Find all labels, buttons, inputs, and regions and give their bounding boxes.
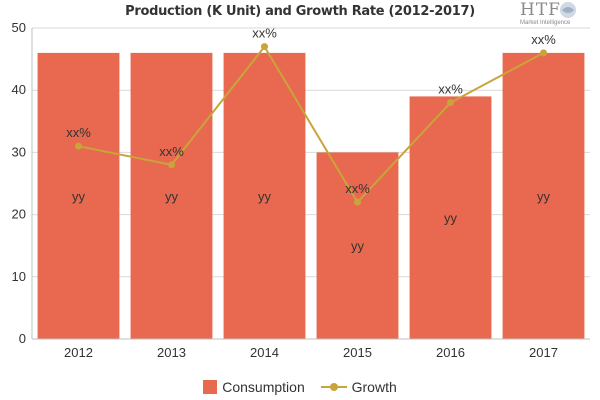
legend-item-growth[interactable]: Growth [320,379,397,395]
legend-item-consumption[interactable]: Consumption [203,379,305,395]
bar-label: yy [72,189,86,204]
bar-consumption-2014[interactable] [223,52,306,339]
y-tick-label: 50 [12,20,26,35]
growth-point-2015[interactable] [354,198,361,206]
growth-label: xx% [159,144,184,159]
x-tick-label: 2012 [64,345,93,360]
consumption-bars [37,52,585,339]
growth-labels: xx% xx% xx% xx% xx% xx% [66,26,556,197]
growth-label: xx% [438,82,463,97]
x-tick-label: 2013 [157,345,186,360]
htf-logo: HTF Market Intelligence [514,0,578,34]
bar-label: yy [165,189,179,204]
growth-line-path [78,44,544,204]
growth-point-2012[interactable] [75,142,82,150]
grid-lines [32,27,590,340]
x-tick-label: 2014 [250,345,279,360]
growth-line [75,43,547,206]
y-tick-label: 10 [12,269,26,284]
growth-label: xx% [345,181,370,196]
y-tick-label: 0 [19,331,26,346]
x-tick-label: 2016 [436,345,465,360]
x-tick-label: 2017 [529,345,558,360]
bar-label: yy [258,189,272,204]
growth-label: xx% [66,125,91,140]
x-axis: 2012 2013 2014 2015 2016 2017 [32,338,590,360]
growth-label: xx% [252,26,277,41]
bar-label: yy [351,239,365,254]
growth-point-2017[interactable] [540,49,547,57]
bar-consumption-2013[interactable] [130,52,213,339]
logo-text: HTF [520,0,561,20]
chart-title: Production (K Unit) and Growth Rate (201… [125,4,475,19]
bar-consumption-2012[interactable] [37,52,120,339]
growth-label: xx% [531,32,556,47]
x-tick-label: 2015 [343,345,372,360]
logo-subtext: Market Intelligence [520,20,571,26]
legend-swatch-consumption [203,380,218,394]
growth-point-2014[interactable] [261,43,268,51]
bar-labels: yy yy yy yy yy yy [72,189,551,254]
globe-icon [560,2,576,18]
growth-point-2013[interactable] [168,161,175,169]
growth-point-2016[interactable] [447,99,454,107]
legend-swatch-growth [320,380,347,394]
y-tick-label: 20 [12,207,26,222]
bar-label: yy [444,211,458,226]
bar-consumption-2016[interactable] [409,96,492,339]
bar-consumption-2017[interactable] [502,52,585,339]
bar-consumption-2015[interactable] [316,152,399,339]
y-axis: 0 10 20 30 40 50 [12,20,33,346]
legend-label-growth: Growth [351,379,397,395]
y-tick-label: 40 [12,82,26,97]
y-tick-label: 30 [12,144,26,159]
legend: Consumption Growth [0,379,600,397]
bar-label: yy [537,189,551,204]
legend-label-consumption: Consumption [222,379,305,395]
